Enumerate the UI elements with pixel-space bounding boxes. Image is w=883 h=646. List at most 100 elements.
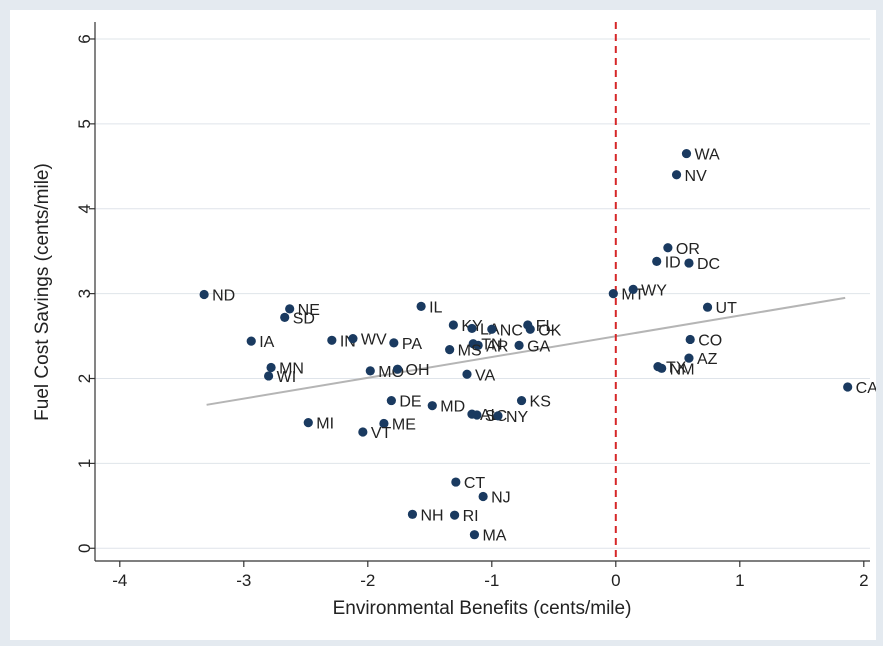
point-label-NC: NC: [500, 322, 523, 339]
point-label-AR: AR: [486, 338, 508, 355]
point-label-GA: GA: [527, 338, 550, 355]
point-VT: [358, 427, 368, 437]
point-DC: [684, 258, 694, 268]
y-tick-label-5: 5: [75, 119, 94, 128]
point-label-MI: MI: [316, 416, 334, 433]
y-tick-label-2: 2: [75, 374, 94, 383]
point-label-CA: CA: [856, 380, 876, 397]
x-tick-label--1: -1: [484, 571, 499, 590]
y-tick-label-3: 3: [75, 289, 94, 298]
point-label-MS: MS: [458, 343, 482, 360]
point-label-AL: AL: [480, 407, 500, 424]
point-UT: [702, 302, 713, 312]
point-label-WA: WA: [694, 147, 720, 164]
point-label-CT: CT: [464, 475, 486, 492]
point-MN: [266, 362, 276, 373]
point-label-TN: TN: [481, 337, 502, 354]
point-label-IA: IA: [259, 334, 274, 351]
point-label-CO: CO: [698, 332, 722, 349]
point-MS: [445, 345, 455, 355]
point-label-OR: OR: [676, 241, 700, 258]
point-CO: [685, 334, 695, 345]
point-NY: [493, 411, 503, 421]
point-ME: [379, 418, 389, 429]
x-axis-label: Environmental Benefits (cents/mile): [333, 598, 632, 619]
point-ID: [652, 256, 662, 266]
point-DE: [386, 395, 396, 406]
point-AR: [473, 340, 483, 350]
x-tick-label--3: -3: [236, 571, 251, 590]
point-label-UT: UT: [716, 300, 738, 317]
point-label-WY: WY: [641, 282, 667, 299]
point-label-KS: KS: [530, 394, 551, 411]
point-WI: [264, 371, 274, 381]
point-OH: [392, 364, 403, 374]
point-MO: [365, 366, 375, 376]
gridlines: [95, 38, 870, 549]
point-MT: [608, 289, 618, 299]
point-NJ: [478, 491, 488, 502]
point-KS: [516, 395, 527, 406]
point-IA: [246, 336, 256, 346]
point-label-OH: OH: [406, 362, 430, 379]
point-label-ID: ID: [665, 254, 681, 271]
point-WY: [628, 284, 638, 294]
point-label-WI: WI: [277, 369, 297, 386]
point-ND: [199, 289, 209, 300]
point-NH: [407, 509, 418, 519]
point-label-NE: NE: [298, 302, 320, 319]
point-label-NJ: NJ: [491, 489, 511, 506]
point-OK: [525, 324, 535, 334]
point-label-VA: VA: [475, 367, 495, 384]
point-NV: [671, 170, 682, 180]
x-tick-label-0: 0: [611, 571, 620, 590]
point-SC: [472, 410, 482, 420]
point-KY: [448, 320, 458, 330]
point-MI: [303, 418, 313, 428]
point-VA: [462, 369, 472, 379]
point-IL: [416, 301, 426, 311]
point-SD: [280, 312, 290, 322]
point-label-FL: FL: [536, 318, 555, 335]
point-WA: [681, 148, 692, 159]
point-label-MN: MN: [279, 360, 304, 377]
point-label-DE: DE: [399, 394, 421, 411]
point-label-AZ: AZ: [697, 351, 718, 368]
x-tick-label--2: -2: [360, 571, 375, 590]
point-label-PA: PA: [402, 336, 422, 353]
point-MD: [427, 401, 437, 411]
point-CA: [843, 382, 853, 392]
point-NM: [657, 363, 667, 373]
point-label-ND: ND: [212, 287, 235, 304]
y-axis-label: Fuel Cost Savings (cents/mile): [32, 163, 53, 421]
point-label-TX: TX: [666, 360, 687, 377]
point-label-ME: ME: [392, 416, 416, 433]
point-label-WV: WV: [361, 332, 387, 349]
point-label-VT: VT: [371, 425, 392, 442]
point-GA: [514, 340, 524, 350]
point-LA: [467, 323, 477, 334]
y-tick-label-1: 1: [75, 459, 94, 468]
point-label-NY: NY: [506, 409, 529, 426]
point-WV: [348, 334, 358, 344]
fitted-line: [206, 296, 846, 406]
y-tick-label-6: 6: [75, 34, 94, 43]
lines: [206, 22, 846, 561]
point-label-RI: RI: [463, 508, 479, 525]
point-MA: [469, 530, 480, 540]
point-label-NV: NV: [685, 168, 708, 185]
point-label-SD: SD: [293, 310, 315, 327]
point-label-NH: NH: [420, 507, 443, 524]
point-PA: [389, 338, 399, 348]
point-label-MT: MT: [621, 287, 644, 304]
y-tick-label-0: 0: [75, 544, 94, 553]
x-tick-label--4: -4: [112, 571, 127, 590]
points: NDNESDIAMNWIINWVPAMOOHILKYLANCFLOKTNARMS…: [199, 147, 878, 545]
y-tick-label-4: 4: [75, 204, 94, 213]
point-label-OK: OK: [538, 322, 561, 339]
point-label-IL: IL: [429, 299, 442, 316]
point-NE: [285, 304, 295, 314]
point-IN: [327, 335, 337, 345]
x-tick-label-2: 2: [859, 571, 868, 590]
